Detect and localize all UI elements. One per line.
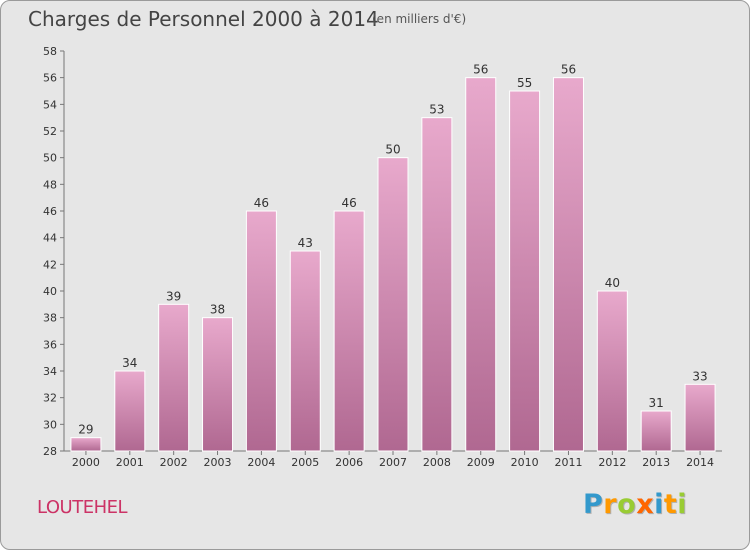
x-tick-label: 2000 [72, 456, 100, 469]
bar-value-label: 34 [122, 356, 137, 370]
bar [70, 437, 102, 452]
commune-name: LOUTEHEL [37, 497, 128, 518]
proxiti-logo: Proxiti [583, 489, 687, 520]
logo-letter: i [677, 489, 688, 520]
x-tick-label: 2011 [554, 456, 582, 469]
x-tick-label: 2008 [423, 456, 451, 469]
y-tick-label: 36 [43, 338, 57, 351]
y-tick-label: 58 [43, 45, 57, 58]
bar-value-label: 40 [605, 276, 620, 290]
bar-value-label: 38 [210, 303, 225, 317]
bar [421, 117, 453, 452]
x-tick-label: 2002 [160, 456, 188, 469]
bar-value-label: 39 [166, 289, 181, 303]
bar-value-label: 56 [561, 63, 576, 77]
chart-title: Charges de Personnel 2000 à 2014 [28, 7, 379, 31]
bar [596, 290, 628, 452]
y-tick-label: 32 [43, 392, 57, 405]
x-tick-label: 2007 [379, 456, 407, 469]
y-tick-label: 30 [43, 418, 57, 431]
bar-value-label: 46 [341, 196, 356, 210]
bar [289, 250, 321, 452]
x-tick-label: 2004 [247, 456, 275, 469]
x-tick-label: 2006 [335, 456, 363, 469]
x-tick-label: 2009 [467, 456, 495, 469]
bar [552, 77, 584, 452]
x-tick-label: 2014 [686, 456, 714, 469]
bar-value-label: 50 [385, 143, 400, 157]
bar [158, 303, 190, 452]
bar-value-label: 29 [78, 423, 93, 437]
y-tick-label: 44 [43, 232, 57, 245]
y-tick-label: 46 [43, 205, 57, 218]
bar [465, 77, 497, 452]
x-tick-label: 2005 [291, 456, 319, 469]
logo-letter: i [654, 489, 664, 520]
x-tick-label: 2001 [116, 456, 144, 469]
logo-letter: P [583, 489, 604, 520]
logo-letter: r [603, 489, 618, 520]
bar-value-label: 43 [298, 236, 313, 250]
y-tick-label: 42 [43, 258, 57, 271]
bar-value-label: 31 [649, 396, 664, 410]
bar [509, 90, 541, 452]
x-tick-label: 2013 [642, 456, 670, 469]
bar [114, 370, 146, 452]
y-tick-label: 28 [43, 445, 57, 458]
bar [245, 210, 277, 452]
logo-letter: o [617, 489, 637, 520]
x-tick-label: 2012 [598, 456, 626, 469]
y-tick-label: 50 [43, 152, 57, 165]
y-tick-label: 54 [43, 98, 57, 111]
bar [640, 410, 672, 452]
bar-value-label: 56 [473, 63, 488, 77]
y-tick-label: 40 [43, 285, 57, 298]
bar [684, 383, 716, 452]
bar-value-label: 33 [692, 369, 707, 383]
y-tick-label: 52 [43, 125, 57, 138]
bar [377, 157, 409, 452]
y-tick-label: 34 [43, 365, 57, 378]
y-tick-label: 48 [43, 178, 57, 191]
logo-letter: x [636, 489, 655, 520]
chart-subtitle: (en milliers d'€) [372, 12, 467, 26]
bar-value-label: 46 [254, 196, 269, 210]
y-tick-label: 56 [43, 72, 57, 85]
bar [333, 210, 365, 452]
bar [202, 317, 234, 452]
x-tick-label: 2010 [511, 456, 539, 469]
bar-value-label: 53 [429, 103, 444, 117]
x-tick-label: 2003 [204, 456, 232, 469]
y-tick-label: 38 [43, 312, 57, 325]
logo-letter: t [663, 489, 678, 520]
bar-value-label: 55 [517, 76, 532, 90]
